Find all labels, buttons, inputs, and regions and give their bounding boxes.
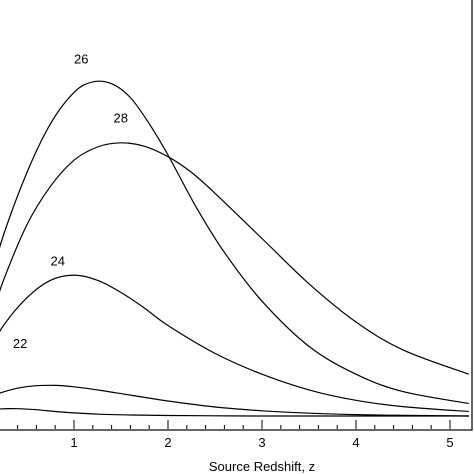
curve-label-26: 26 <box>74 51 88 66</box>
curve-label-22: 22 <box>13 336 27 351</box>
plot-frame <box>0 0 473 431</box>
curve-28 <box>0 142 470 375</box>
x-tick-label-3: 3 <box>258 435 265 450</box>
curve-label-28: 28 <box>113 111 127 126</box>
curve-22 <box>0 384 469 417</box>
x-tick-label-4: 4 <box>352 435 359 450</box>
x-tick-label-2: 2 <box>164 435 171 450</box>
curve-24 <box>0 274 469 413</box>
x-axis-tick-labels: 1 2 3 4 5 <box>70 435 453 450</box>
x-tick-label-5: 5 <box>446 435 453 450</box>
curve-label-24: 24 <box>51 254 65 269</box>
curves <box>0 80 470 417</box>
x-tick-label-1: 1 <box>70 435 77 450</box>
curve-20 <box>0 408 469 417</box>
curve-labels: 2022242628 <box>13 51 128 351</box>
x-axis-label: Source Redshift, z <box>209 459 315 474</box>
curve-26 <box>0 80 469 405</box>
x-axis-ticks <box>17 420 451 429</box>
